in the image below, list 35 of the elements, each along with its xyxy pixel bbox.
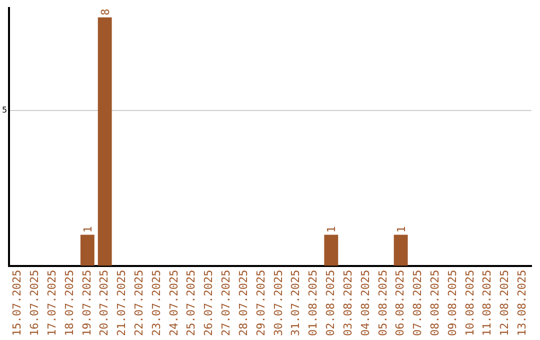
x-tick-label: 06.08.2025 [394,270,407,336]
x-tick-label: 18.07.2025 [62,270,76,336]
x-tick-label: 15.07.2025 [10,270,24,336]
x-tick-label: 31.07.2025 [289,270,302,336]
x-tick-label: 04.08.2025 [358,270,372,336]
y-tick-label: 5 [2,106,8,115]
x-tick-label: 27.07.2025 [220,270,233,336]
x-tick-label: 24.07.2025 [167,270,180,336]
x-tick-label: 20.07.2025 [98,270,111,336]
x-tick-label: 05.08.2025 [376,270,390,336]
data-label: 8 [98,8,112,16]
x-tick-label: 01.08.2025 [306,270,320,336]
x-tick-label: 25.07.2025 [184,270,198,336]
x-tick-label: 21.07.2025 [115,270,128,336]
x-tick-label: 23.07.2025 [150,270,163,336]
x-tick-label: 08.08.2025 [428,270,442,336]
x-tick-label: 02.08.2025 [324,270,338,336]
x-tick-label: 03.08.2025 [341,270,354,336]
x-tick-label: 29.07.2025 [254,270,268,336]
x-tick-label: 19.07.2025 [80,270,94,336]
x-tick-label: 30.07.2025 [272,270,285,336]
x-tick-label: 22.07.2025 [132,270,146,336]
x-tick-label: 26.07.2025 [202,270,216,336]
x-tick-label: 17.07.2025 [45,270,58,336]
data-label: 1 [394,226,408,233]
x-tick-label: 10.08.2025 [463,270,476,336]
x-tick-label: 09.08.2025 [446,270,459,336]
x-tick-label: 07.08.2025 [411,270,424,336]
x-tick-label: 28.07.2025 [236,270,250,336]
data-label: 1 [81,226,94,233]
x-tick-label: 13.08.2025 [516,270,529,336]
data-label: 1 [325,226,338,233]
x-tick-label: 12.08.2025 [498,270,512,336]
x-tick-label: 16.07.2025 [28,270,42,336]
x-tick-label: 11.08.2025 [480,270,494,336]
